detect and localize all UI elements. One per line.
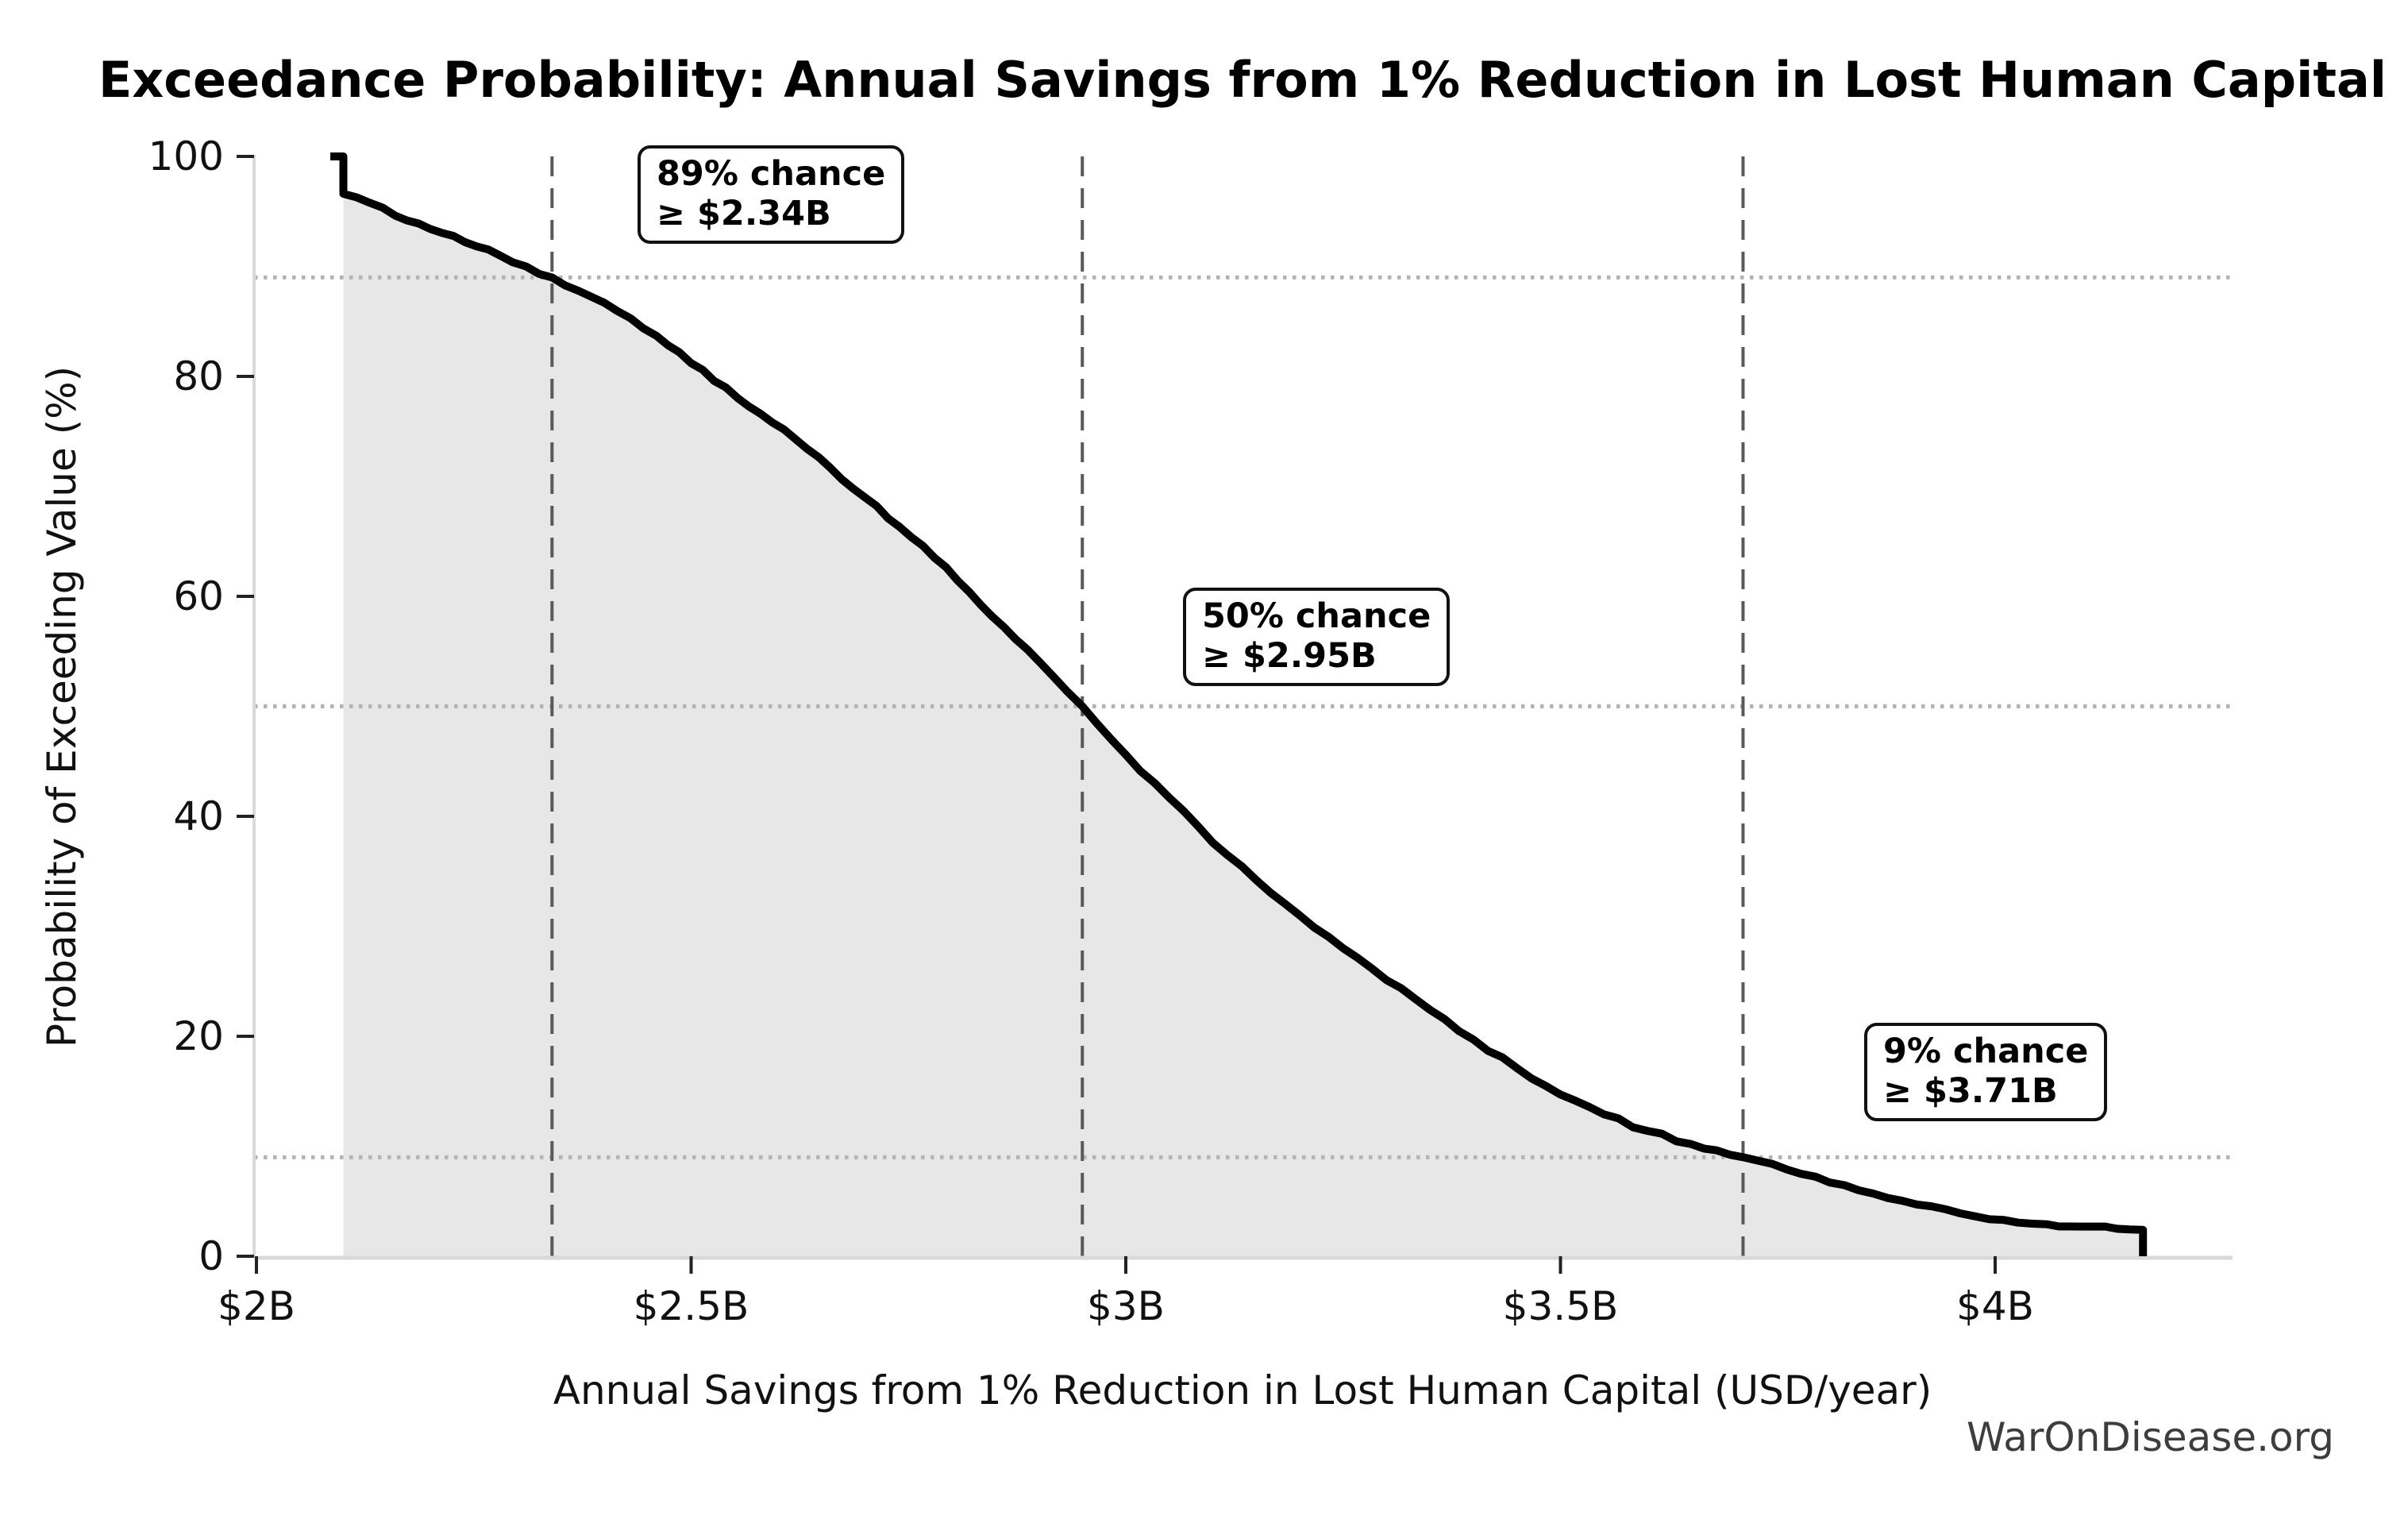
annotation-value-text: ≥ $3.71B bbox=[1883, 1071, 2058, 1111]
watermark: WarOnDisease.org bbox=[1966, 1414, 2334, 1460]
annotation-value-text: ≥ $2.34B bbox=[657, 194, 831, 233]
chart-title: Exceedance Probability: Annual Savings f… bbox=[98, 51, 2387, 109]
x-tick-label: $3B bbox=[1087, 1283, 1165, 1329]
annotation-box-9pct: 9% chance ≥ $3.71B bbox=[1864, 1023, 2108, 1121]
y-tick-label: 60 bbox=[173, 573, 224, 619]
x-tick-label: $2B bbox=[218, 1283, 295, 1329]
x-tick-label: $3.5B bbox=[1502, 1283, 1619, 1329]
annotation-box-50pct: 50% chance ≥ $2.95B bbox=[1183, 588, 1451, 686]
y-axis-label: Probability of Exceeding Value (%) bbox=[39, 365, 85, 1048]
y-tick-label: 100 bbox=[148, 133, 224, 179]
annotation-chance-text: 89% chance bbox=[657, 154, 886, 194]
y-tick-label: 20 bbox=[173, 1013, 224, 1059]
exceedance-curve bbox=[330, 152, 2148, 1256]
y-tick-label: 80 bbox=[173, 353, 224, 399]
y-tick-label: 0 bbox=[198, 1233, 224, 1279]
annotation-value-text: ≥ $2.95B bbox=[1202, 636, 1377, 676]
x-axis-label: Annual Savings from 1% Reduction in Lost… bbox=[553, 1367, 1932, 1413]
area-fill bbox=[343, 156, 2144, 1256]
annotation-chance-text: 50% chance bbox=[1202, 596, 1431, 636]
x-tick-label: $4B bbox=[1956, 1283, 2034, 1329]
annotation-box-89pct: 89% chance ≥ $2.34B bbox=[638, 145, 905, 244]
x-tick-label: $2.5B bbox=[633, 1283, 749, 1329]
annotation-chance-text: 9% chance bbox=[1883, 1032, 2089, 1071]
y-tick-label: 40 bbox=[173, 793, 224, 839]
